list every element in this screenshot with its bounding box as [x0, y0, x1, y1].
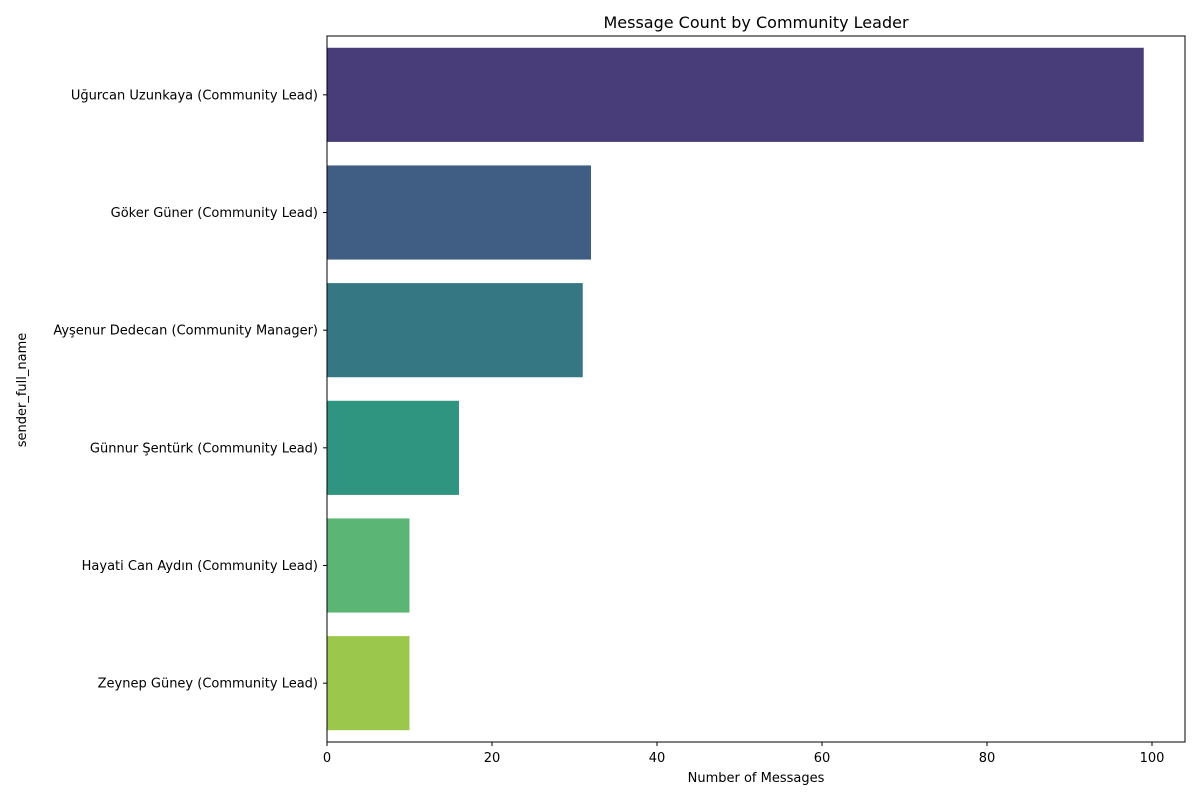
y-axis-label: sender_full_name: [15, 333, 30, 448]
x-tick-label: 40: [649, 751, 666, 766]
plot-area: Uğurcan Uzunkaya (Community Lead) Göker G…: [53, 35, 1186, 766]
bar: [327, 47, 1144, 142]
y-tick-label: Göker Güner (Community Lead): [111, 206, 318, 221]
y-tick-label: Hayati Can Aydın (Community Lead): [82, 559, 318, 574]
bar: [327, 400, 459, 495]
x-tick-label: 80: [979, 751, 996, 766]
x-tick-label: 60: [814, 751, 831, 766]
bar: [327, 518, 410, 613]
chart-title: Message Count by Community Leader: [603, 13, 908, 32]
y-tick-label: Uğurcan Uzunkaya (Community Lead): [71, 88, 318, 103]
bar: [327, 283, 583, 378]
x-tick-label: 0: [323, 751, 331, 766]
plot-frame: [326, 35, 1186, 743]
x-tick-label: 100: [1140, 751, 1165, 766]
y-tick-label: Günnur Şentürk (Community Lead): [90, 441, 318, 456]
bar: [327, 165, 591, 260]
x-axis-label: Number of Messages: [688, 771, 825, 786]
y-tick-label: Ayşenur Dedecan (Community Manager): [53, 324, 318, 339]
y-tick-label: Zeynep Güney (Community Lead): [98, 677, 318, 692]
x-tick-label: 20: [484, 751, 501, 766]
bar: [327, 636, 410, 731]
